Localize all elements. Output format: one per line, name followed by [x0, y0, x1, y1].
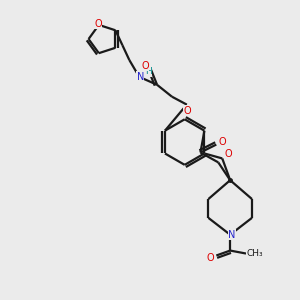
- Text: N: N: [136, 72, 144, 82]
- Text: O: O: [224, 149, 232, 160]
- Text: O: O: [184, 106, 192, 116]
- Text: O: O: [206, 254, 214, 263]
- Text: O: O: [218, 136, 226, 147]
- Text: O: O: [94, 19, 102, 29]
- Text: H: H: [145, 68, 152, 76]
- Text: N: N: [229, 230, 236, 240]
- Text: CH₃: CH₃: [247, 249, 263, 258]
- Text: O: O: [141, 61, 149, 71]
